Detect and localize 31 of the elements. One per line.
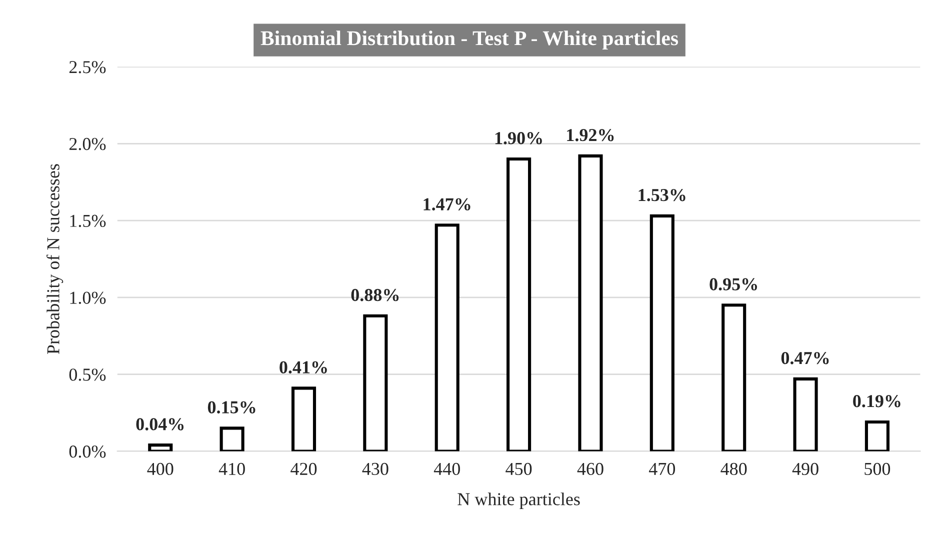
x-tick-label: 430 [362, 462, 388, 476]
y-tick-label: 1.5% [70, 214, 106, 228]
data-label: 1.92% [567, 128, 614, 142]
data-label: 1.90% [495, 132, 542, 144]
chart-title: Binomial Distribution - Test P - White particles [260, 30, 678, 50]
x-tick-label: 500 [864, 462, 890, 476]
y-axis-title: Probability of N successes [46, 164, 64, 354]
x-tick-label: 440 [434, 462, 460, 476]
x-tick-label: 470 [648, 462, 676, 476]
data-label: 0.19% [853, 395, 900, 408]
y-tick-label: 2.0% [69, 138, 106, 150]
y-tick-label: 2.5% [69, 61, 106, 74]
data-label: 1.53% [638, 188, 686, 202]
x-tick-label: 480 [720, 462, 747, 476]
data-label: 0.47% [781, 352, 829, 364]
data-label: 0.88% [351, 288, 399, 302]
x-tick-label: 400 [147, 462, 174, 476]
y-tick-label: 0.0% [69, 445, 106, 458]
data-label: 1.47% [424, 198, 470, 210]
x-tick-label: 490 [792, 462, 818, 476]
data-label: 0.95% [710, 278, 757, 290]
y-tick-label: 1.0% [70, 292, 106, 304]
data-label: 0.15% [208, 401, 256, 414]
data-label: 0.41% [280, 361, 327, 374]
x-tick-label: 450 [506, 462, 532, 476]
x-tick-label: 410 [218, 462, 245, 476]
x-tick-label: 420 [290, 462, 317, 476]
x-tick-label: 460 [577, 462, 604, 476]
x-axis-title: N white particles [458, 492, 580, 509]
y-tick-label: 0.5% [69, 368, 106, 381]
data-label: 0.04% [136, 418, 184, 430]
